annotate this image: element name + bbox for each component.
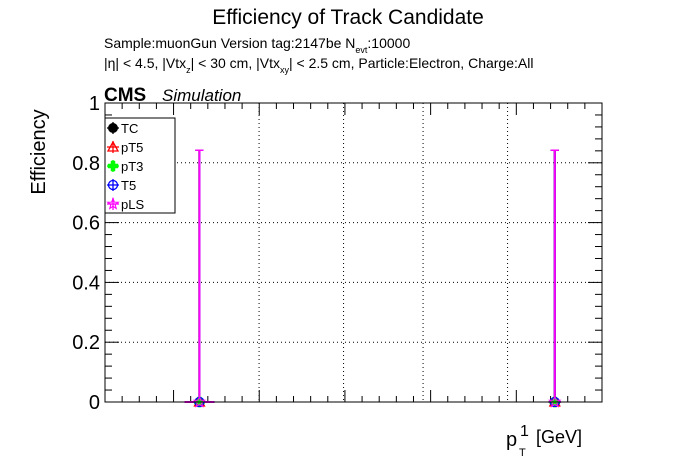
- legend-marker-tc: [108, 123, 118, 133]
- legend-label-pt5: pT5: [121, 140, 143, 155]
- y-tick-label: 0.2: [72, 332, 100, 354]
- legend-label-tc: TC: [121, 121, 138, 136]
- legend-label-pls: pLS: [121, 197, 144, 212]
- y-tick-label: 0.6: [72, 213, 100, 235]
- legend-marker-pls: [106, 196, 120, 210]
- point-pls: [192, 394, 207, 408]
- y-axis-ticks: 0 0.2 0.4 0.6 0.8 1: [72, 93, 603, 414]
- subtitle-line-2: |η| < 4.5, |Vtxz| < 30 cm, |Vtxxy| < 2.5…: [104, 55, 533, 75]
- simulation-label: Simulation: [162, 86, 241, 105]
- x-axis-label-sup: 1: [520, 423, 529, 440]
- chart-title: Efficiency of Track Candidate: [212, 6, 484, 29]
- y-tick-label: 0.4: [72, 272, 100, 294]
- x-axis-label-sub: T: [519, 447, 526, 459]
- legend-marker-pt5: [106, 140, 120, 152]
- cms-label: CMS: [104, 85, 146, 106]
- legend-label-pt3: pT3: [121, 159, 143, 174]
- y-tick-label: 1: [89, 93, 100, 115]
- legend-label-t5: T5: [121, 178, 136, 193]
- legend-marker-pt3: [107, 160, 119, 172]
- y-tick-label: 0.8: [72, 153, 100, 175]
- plot-frame: [104, 102, 603, 403]
- grid: [105, 103, 602, 402]
- legend-marker-t5: [107, 179, 119, 191]
- y-axis-label: Efficiency: [28, 109, 50, 194]
- legend: TC pT5 pT3 T5 pLS: [104, 117, 176, 214]
- data-points: [184, 149, 562, 408]
- x-axis-unit: [GeV]: [536, 427, 582, 447]
- x-axis-label: p: [506, 429, 517, 451]
- y-tick-label: 0: [89, 392, 100, 414]
- subtitle-line-1: Sample:muonGun Version tag:2147be Nevt:1…: [104, 35, 410, 55]
- point-pls: [548, 394, 562, 408]
